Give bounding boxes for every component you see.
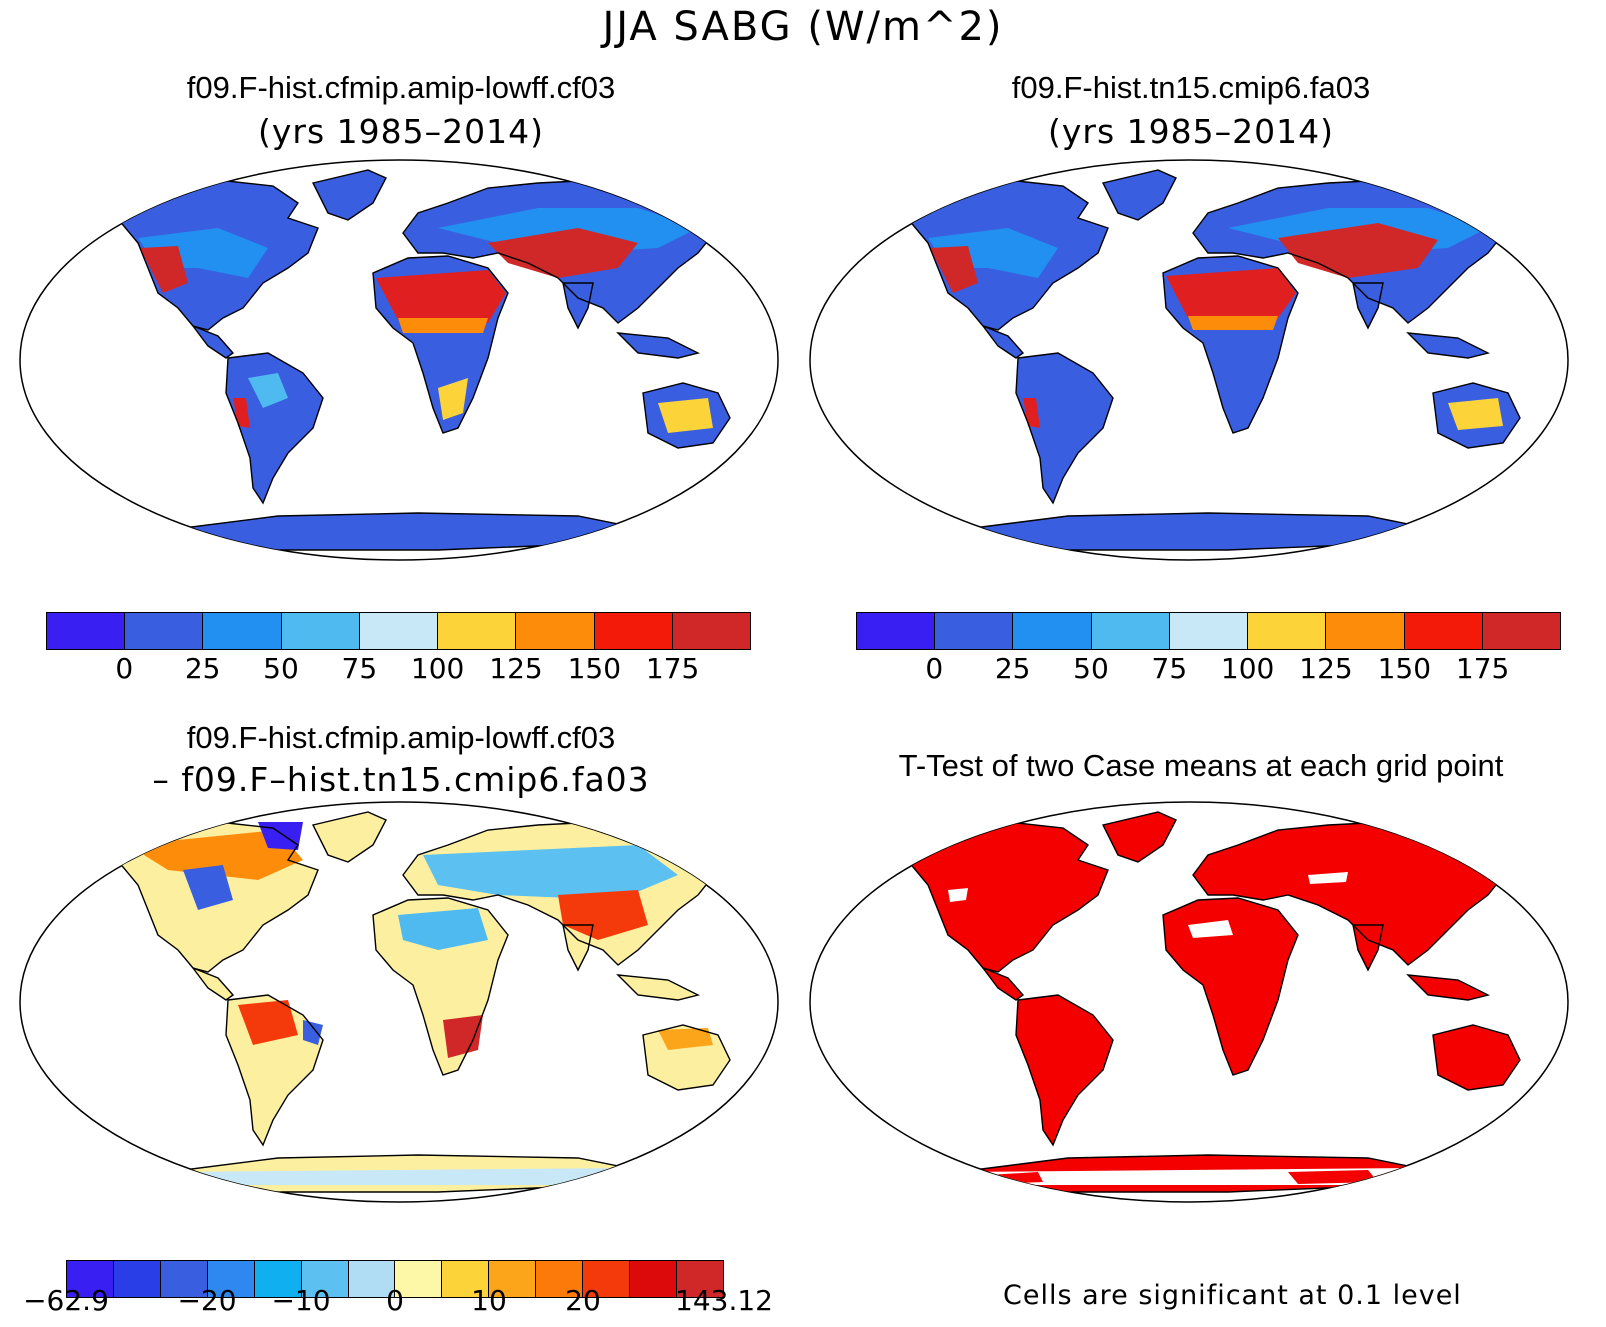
colorbar-diff-swatch	[254, 1261, 302, 1297]
colorbar-diff-swatch	[536, 1261, 584, 1297]
map-panel-2	[809, 159, 1569, 561]
colorbar-panel-2	[856, 612, 1561, 650]
colorbar-panel-1	[46, 612, 751, 650]
colorbar-mean-swatch	[47, 613, 126, 649]
colorbar-mean-swatch	[1013, 613, 1092, 649]
panel-2-title: f09.F-hist.tn15.cmip6.fa03	[1011, 70, 1371, 105]
panel-3-subtitle: – f09.F–hist.tn15.cmip6.fa03	[152, 760, 650, 799]
colorbar-mean-tick-label: 150	[567, 652, 622, 685]
colorbar-mean-tick-label: 100	[410, 652, 465, 685]
panel-4-title: T-Test of two Case means at each grid po…	[898, 748, 1504, 783]
colorbar-panel-2-ticks: 0 25 50 75 100 125 150 175	[856, 652, 1561, 692]
colorbar-mean-tick-label: 0	[115, 652, 134, 685]
colorbar-mean-swatch	[1482, 613, 1560, 649]
panel-1-subtitle: (yrs 1985–2014)	[258, 112, 544, 151]
colorbar-mean-swatch	[1091, 613, 1170, 649]
colorbar-mean-tick-label: 150	[1377, 652, 1432, 685]
panel-3-title: f09.F-hist.cfmip.amip-lowff.cf03	[186, 720, 616, 755]
main-title: JJA SABG (W/m^2)	[602, 4, 1004, 50]
colorbar-diff-swatch	[301, 1261, 349, 1297]
colorbar-mean-swatch	[359, 613, 439, 649]
colorbar-diff-swatch	[348, 1261, 396, 1297]
map-panel-3	[19, 801, 779, 1203]
colorbar-mean-swatch	[672, 613, 750, 649]
colorbar-mean-tick-label: 175	[1455, 652, 1510, 685]
colorbar-mean-tick-label: 0	[925, 652, 944, 685]
colorbar-mean-swatch	[125, 613, 204, 649]
colorbar-mean-swatch	[1404, 613, 1483, 649]
colorbar-mean-swatch	[1326, 613, 1405, 649]
colorbar-mean-tick-label: 100	[1220, 652, 1275, 685]
map-panel-1	[19, 159, 779, 561]
colorbar-mean-swatch	[438, 613, 517, 649]
colorbar-panel-3-ticks: −62.9 −20 −10 0 10 20 143.12	[23, 1284, 773, 1324]
colorbar-diff-swatch	[160, 1261, 208, 1297]
colorbar-diff-swatch	[489, 1261, 537, 1297]
map-panel-4	[809, 801, 1569, 1203]
colorbar-diff-tick-label: 0	[386, 1284, 404, 1317]
colorbar-mean-tick-label: 125	[1299, 652, 1353, 685]
colorbar-diff-tick-label: 20	[565, 1284, 601, 1317]
colorbar-mean-swatch	[857, 613, 936, 649]
colorbar-mean-swatch	[203, 613, 282, 649]
ttest-note: Cells are significant at 0.1 level	[1003, 1280, 1462, 1311]
colorbar-diff-swatch	[395, 1261, 443, 1297]
colorbar-diff-tick-label: −62.9	[23, 1284, 109, 1317]
colorbar-mean-tick-label: 125	[489, 652, 543, 685]
panel-2-subtitle: (yrs 1985–2014)	[1048, 112, 1334, 151]
colorbar-diff-swatch	[630, 1261, 677, 1297]
colorbar-mean-tick-label: 50	[1073, 652, 1109, 685]
colorbar-mean-tick-label: 25	[184, 652, 221, 685]
colorbar-diff-swatch	[676, 1261, 723, 1297]
colorbar-mean-swatch	[281, 613, 360, 649]
colorbar-mean-tick-label: 75	[341, 652, 378, 685]
colorbar-mean-tick-label: 75	[1151, 652, 1188, 685]
colorbar-diff-tick-label: −20	[177, 1284, 237, 1317]
colorbar-mean-swatch	[1169, 613, 1249, 649]
colorbar-mean-tick-label: 25	[994, 652, 1031, 685]
colorbar-panel-3	[66, 1260, 724, 1298]
panel-1-title: f09.F-hist.cfmip.amip-lowff.cf03	[186, 70, 616, 105]
colorbar-mean-tick-label: 175	[645, 652, 700, 685]
colorbar-mean-swatch	[516, 613, 595, 649]
colorbar-diff-swatch	[583, 1261, 631, 1297]
colorbar-mean-swatch	[935, 613, 1014, 649]
colorbar-diff-tick-label: 10	[471, 1284, 507, 1317]
colorbar-diff-swatch	[207, 1261, 255, 1297]
colorbar-diff-tick-label: −10	[271, 1284, 331, 1317]
colorbar-diff-swatch	[67, 1261, 114, 1297]
colorbar-diff-tick-label: 143.12	[675, 1284, 773, 1317]
colorbar-diff-swatch	[113, 1261, 161, 1297]
colorbar-mean-swatch	[594, 613, 673, 649]
colorbar-panel-1-ticks: 0 25 50 75 100 125 150 175	[46, 652, 751, 692]
colorbar-diff-swatch	[442, 1261, 490, 1297]
colorbar-mean-tick-label: 50	[263, 652, 299, 685]
colorbar-mean-swatch	[1248, 613, 1327, 649]
